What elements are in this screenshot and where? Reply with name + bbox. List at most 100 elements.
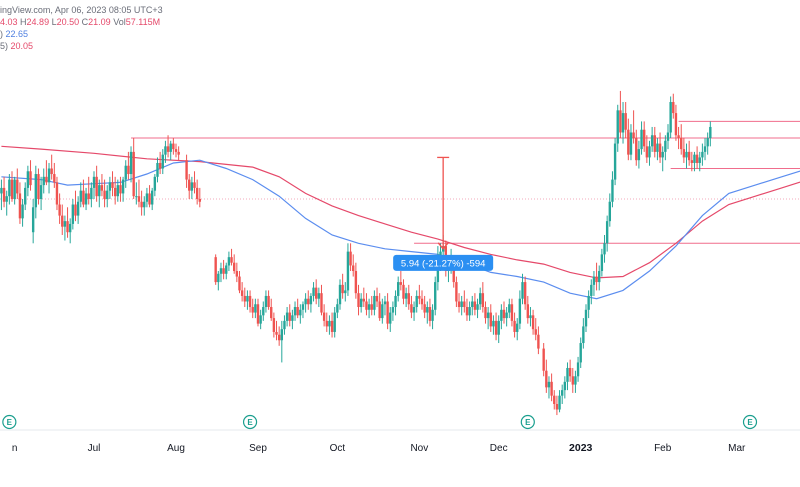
- candle: [428, 298, 432, 327]
- candle-body: [428, 307, 432, 321]
- candle: [161, 149, 164, 175]
- candle: [629, 124, 633, 161]
- candle-body: [317, 293, 321, 299]
- candle-body: [174, 149, 178, 152]
- measure-label: 5.94 (-21.27%) -594: [401, 258, 486, 269]
- candle-body: [357, 293, 360, 308]
- candle: [90, 182, 93, 208]
- candle: [595, 262, 598, 291]
- moving-averages: [1, 145, 800, 300]
- candle-body: [121, 179, 125, 194]
- measure-tool[interactable]: 5.94 (-21.27%) -594: [393, 156, 494, 271]
- candle: [587, 290, 590, 319]
- earnings-letter: E: [7, 418, 13, 427]
- candle: [378, 293, 381, 321]
- candle-body: [621, 113, 625, 133]
- candle: [58, 193, 61, 224]
- candle: [616, 104, 619, 152]
- candle-body: [555, 403, 559, 410]
- candle: [367, 298, 371, 319]
- candle-body: [156, 162, 159, 177]
- candle-body: [177, 151, 180, 155]
- candle-body: [502, 309, 506, 319]
- candle-body: [486, 312, 490, 319]
- candle: [24, 182, 27, 211]
- candle-body: [465, 307, 469, 316]
- candle: [624, 102, 627, 139]
- measure-arrow: [437, 242, 449, 250]
- candle: [386, 293, 389, 330]
- candle: [666, 124, 670, 150]
- earnings-marker-3[interactable]: E: [742, 414, 758, 430]
- candle: [95, 165, 98, 202]
- candle-body: [481, 293, 485, 308]
- candle: [272, 312, 276, 338]
- candle: [116, 179, 120, 202]
- candle-body: [653, 135, 656, 152]
- candle-body: [37, 174, 40, 199]
- candle-body: [534, 329, 537, 335]
- candle: [243, 287, 246, 308]
- candle: [664, 135, 667, 161]
- candle: [598, 265, 601, 291]
- candle-body: [304, 298, 307, 305]
- candle: [415, 290, 418, 313]
- candle: [140, 190, 143, 216]
- candle: [338, 279, 342, 310]
- candle: [661, 146, 664, 172]
- candle: [82, 179, 85, 208]
- source-text: ingView.com, Apr 06, 2023 08:05 UTC+3: [0, 5, 163, 15]
- close-value: 21.09: [88, 17, 111, 27]
- candle-body: [124, 165, 127, 180]
- candle-body: [521, 282, 524, 299]
- candle: [642, 121, 646, 152]
- candle-body: [426, 307, 429, 313]
- candle: [270, 298, 273, 321]
- candle: [365, 293, 368, 316]
- earnings-marker-1[interactable]: E: [242, 414, 258, 430]
- candle-body: [74, 204, 77, 216]
- candle-body: [648, 146, 651, 158]
- candle: [396, 276, 400, 302]
- candle-body: [92, 176, 96, 188]
- candle-body: [566, 367, 569, 382]
- candle: [600, 248, 604, 277]
- candle: [111, 171, 114, 197]
- candle: [516, 318, 519, 341]
- candle-body: [420, 298, 424, 305]
- candle-body: [352, 265, 355, 272]
- candle-body: [217, 273, 220, 283]
- candle-body: [571, 376, 574, 385]
- candle: [61, 204, 64, 235]
- candle: [701, 143, 704, 166]
- candle-body: [627, 129, 630, 155]
- candle-body: [158, 162, 162, 169]
- candle-body: [407, 293, 410, 305]
- candle: [402, 279, 405, 305]
- candle-body: [624, 113, 627, 130]
- earnings-marker-2[interactable]: E: [520, 414, 535, 430]
- earnings-marker-0[interactable]: E: [2, 414, 17, 430]
- candle: [217, 271, 220, 291]
- candle-body: [299, 309, 302, 316]
- candle: [106, 185, 109, 208]
- candle-body: [18, 193, 22, 219]
- candle: [497, 315, 500, 344]
- candle: [489, 304, 492, 332]
- candle-body: [277, 334, 281, 341]
- candle-body: [16, 179, 19, 194]
- candle-body: [365, 301, 368, 310]
- candle-body: [190, 182, 194, 191]
- candle: [66, 207, 69, 238]
- candle-body: [193, 182, 196, 188]
- candle: [13, 176, 16, 205]
- candle-body: [592, 276, 596, 285]
- candle: [375, 287, 379, 308]
- candle: [484, 301, 487, 324]
- candle-body: [148, 193, 151, 205]
- candle-body: [71, 204, 75, 224]
- candle-body: [333, 312, 336, 332]
- earnings-badge: [242, 414, 258, 430]
- candle: [195, 179, 199, 205]
